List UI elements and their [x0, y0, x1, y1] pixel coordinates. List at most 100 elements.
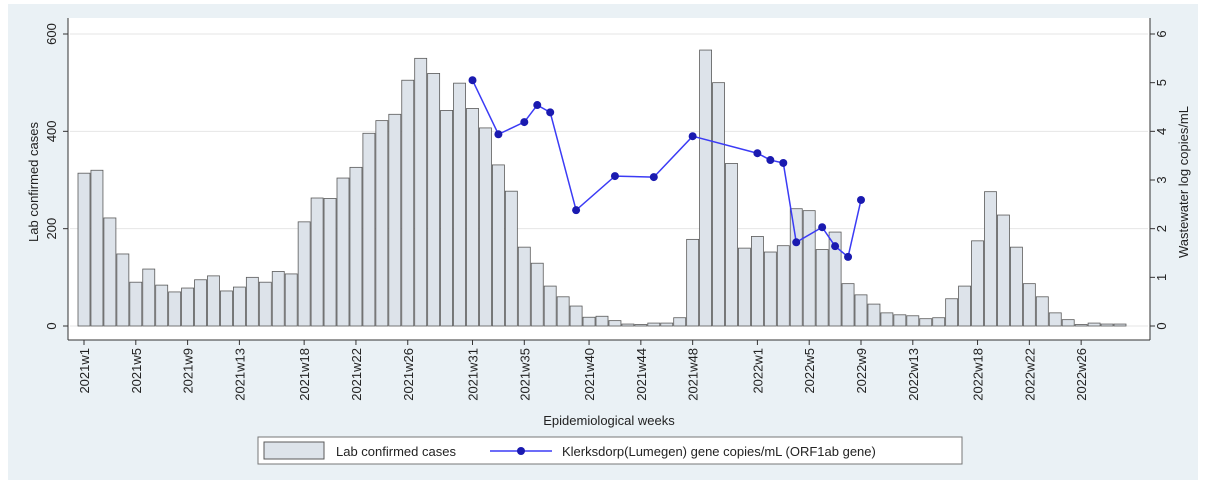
bar — [466, 108, 479, 327]
marker — [546, 108, 555, 117]
bar — [1035, 296, 1049, 327]
bar — [401, 79, 415, 327]
x-tick-label: 2021w40 — [582, 348, 597, 401]
y2-axis-title: Wastewater log copies/mL — [1176, 106, 1191, 258]
y2-tick-label: 3 — [1154, 176, 1169, 183]
bar — [427, 73, 441, 327]
bar — [880, 312, 894, 327]
bar — [453, 82, 466, 327]
legend-box — [257, 436, 963, 465]
bar — [271, 271, 285, 327]
x-tick-label: 2021w35 — [517, 348, 532, 401]
bar — [997, 214, 1010, 327]
x-tick-label: 2022w18 — [971, 348, 986, 401]
bar — [854, 294, 868, 327]
y2-tick-label: 0 — [1154, 322, 1169, 329]
bar — [738, 247, 751, 327]
bar — [647, 322, 661, 327]
bar — [103, 217, 117, 327]
bar — [362, 132, 376, 327]
y-tick-label: 400 — [44, 120, 59, 142]
bar — [375, 120, 389, 327]
bar — [232, 286, 246, 327]
bar — [116, 253, 130, 327]
bar — [142, 268, 156, 327]
x-tick-label: 2021w5 — [129, 348, 144, 394]
bar — [181, 287, 195, 327]
bar — [699, 49, 712, 327]
bar — [349, 166, 363, 327]
bar — [634, 324, 648, 327]
y2-tick-label: 6 — [1154, 30, 1169, 37]
bar — [155, 284, 169, 327]
marker — [572, 206, 581, 215]
x-tick-label: 2021w22 — [349, 348, 364, 401]
bar — [776, 245, 790, 327]
bar — [1010, 246, 1023, 327]
y2-tick-label: 5 — [1154, 79, 1169, 86]
marker — [468, 76, 477, 85]
legend-label: Klerksdorp(Lumegen) gene copies/mL (ORF1… — [562, 444, 876, 459]
x-tick-label: 2021w9 — [181, 348, 196, 394]
marker — [610, 172, 619, 181]
x-tick-label: 2021w26 — [401, 348, 416, 401]
bar — [1100, 323, 1114, 327]
bar — [971, 240, 984, 327]
bar — [258, 281, 272, 327]
bar — [517, 246, 531, 327]
bar — [841, 283, 855, 327]
bar — [1061, 319, 1075, 327]
x-tick-label: 2022w1 — [750, 348, 765, 394]
bar — [1074, 324, 1088, 327]
bar — [323, 198, 337, 327]
bar — [815, 249, 829, 327]
legend-marker — [517, 447, 525, 455]
marker — [688, 132, 697, 141]
marker — [818, 223, 827, 232]
bar — [958, 285, 971, 327]
bar — [504, 190, 518, 327]
x-tick-label: 2022w5 — [802, 348, 817, 394]
marker — [533, 101, 542, 110]
bar — [1113, 323, 1127, 327]
x-tick-label: 2022w22 — [1022, 348, 1037, 401]
y-tick-label: 200 — [44, 218, 59, 240]
y-tick-label: 600 — [44, 23, 59, 45]
marker — [753, 149, 762, 158]
legend-label: Lab confirmed cases — [336, 444, 456, 459]
x-axis-title: Epidemiological weeks — [543, 413, 675, 428]
bar — [919, 318, 933, 327]
bar — [129, 281, 143, 327]
bar — [569, 305, 583, 327]
bar — [1022, 283, 1036, 327]
x-tick-label: 2022w13 — [906, 348, 921, 401]
bar — [608, 320, 622, 327]
bar — [220, 290, 233, 327]
bar — [751, 236, 764, 327]
marker — [779, 158, 788, 167]
x-tick-label: 2021w44 — [634, 348, 649, 401]
bar — [1048, 312, 1062, 327]
bar — [673, 317, 687, 327]
bar — [867, 303, 881, 327]
bar — [245, 276, 259, 327]
x-tick-label: 2022w9 — [854, 348, 869, 394]
bar — [479, 127, 492, 327]
x-tick-label: 2021w31 — [466, 348, 481, 401]
bar — [284, 273, 298, 327]
bar — [712, 82, 725, 327]
bar — [582, 316, 596, 327]
bar — [595, 315, 609, 327]
x-tick-label: 2021w1 — [77, 348, 92, 394]
bar — [893, 314, 907, 327]
bar — [802, 210, 816, 327]
bar — [388, 113, 402, 327]
bar — [621, 323, 635, 327]
bar — [491, 164, 505, 327]
x-tick-label: 2021w18 — [297, 348, 312, 401]
marker — [844, 252, 853, 261]
y2-tick-label: 2 — [1154, 225, 1169, 232]
y-axis-title: Lab confirmed cases — [26, 122, 41, 242]
marker — [766, 156, 775, 165]
